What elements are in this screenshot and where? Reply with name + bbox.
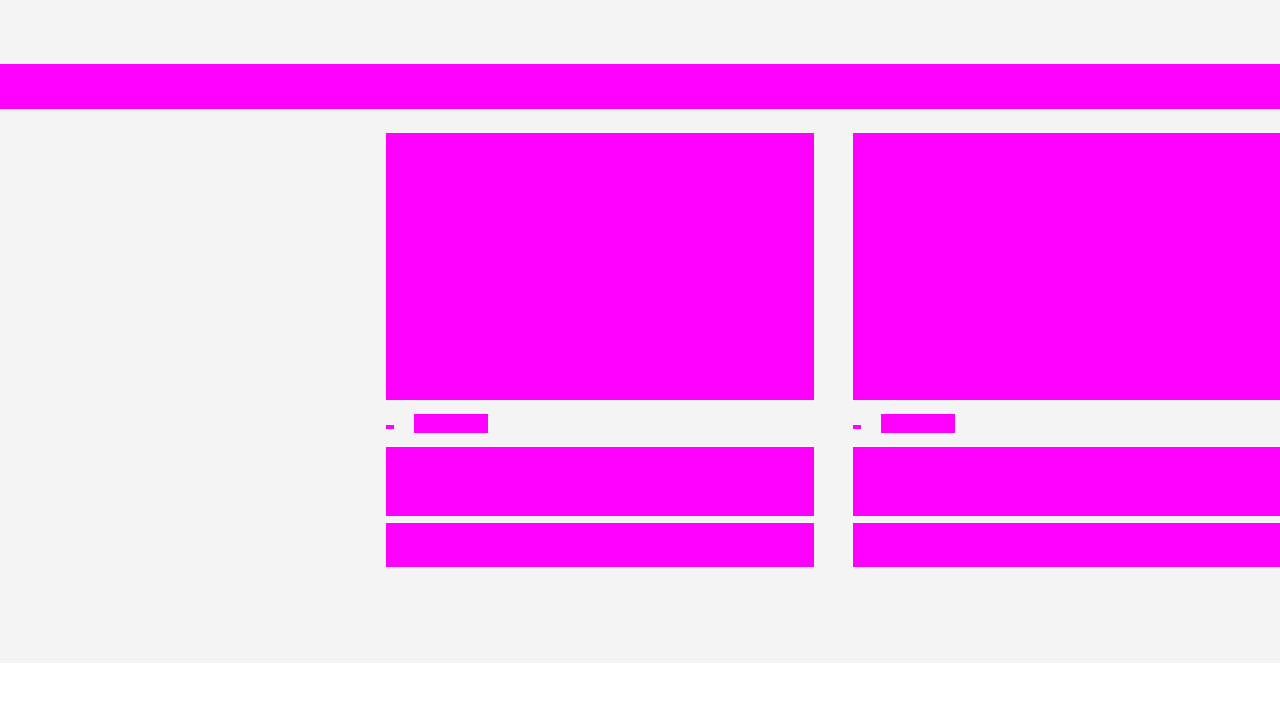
content-area bbox=[0, 0, 1280, 663]
card-button-placeholder[interactable] bbox=[386, 523, 814, 567]
card-tag-placeholder bbox=[881, 414, 955, 433]
card-text-placeholder bbox=[853, 447, 1280, 516]
card[interactable] bbox=[853, 133, 1280, 567]
card-text-placeholder bbox=[386, 447, 814, 516]
card[interactable] bbox=[386, 133, 814, 567]
card-marker bbox=[386, 425, 394, 429]
card-marker bbox=[853, 425, 861, 429]
card-image-placeholder[interactable] bbox=[853, 133, 1280, 400]
card-image-placeholder[interactable] bbox=[386, 133, 814, 400]
card-button-placeholder[interactable] bbox=[853, 523, 1280, 567]
top-banner-placeholder bbox=[0, 64, 1280, 109]
card-tag-placeholder bbox=[414, 414, 488, 433]
